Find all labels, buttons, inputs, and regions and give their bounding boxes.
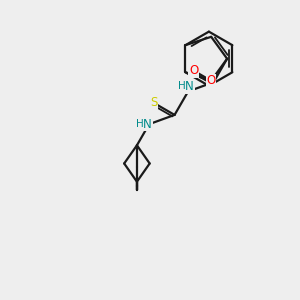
Text: O: O [189, 64, 198, 77]
Text: N: N [185, 80, 194, 93]
Text: N: N [143, 118, 152, 131]
Text: O: O [207, 74, 216, 87]
Text: H: H [136, 119, 144, 129]
Text: H: H [178, 81, 185, 92]
Text: S: S [150, 97, 158, 110]
